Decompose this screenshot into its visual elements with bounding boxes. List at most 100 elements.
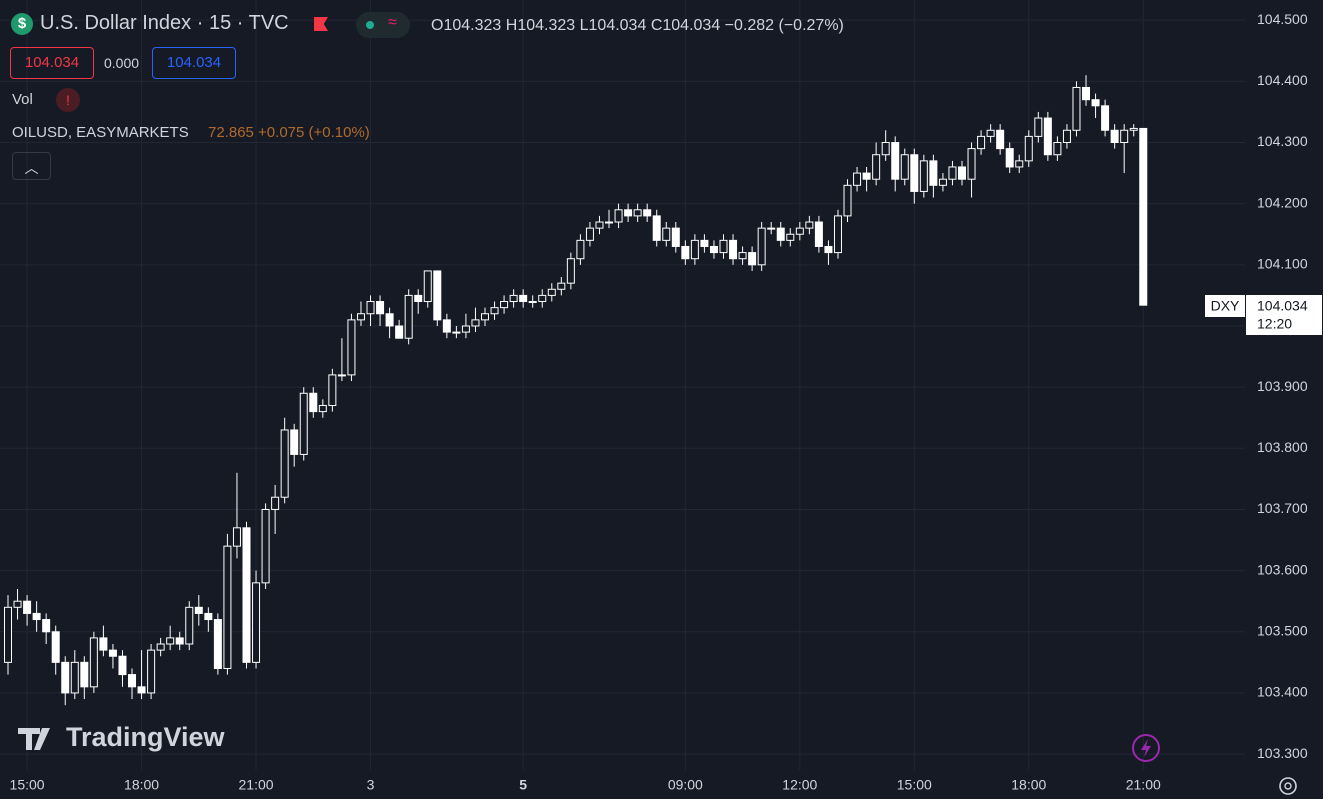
candle-body — [872, 154, 881, 180]
candle-body — [70, 661, 79, 694]
candle-body — [13, 600, 22, 608]
candle-body — [452, 331, 461, 334]
y-tick-label: 104.200 — [1257, 194, 1308, 210]
candle-body — [1139, 127, 1148, 306]
candle-body — [748, 252, 757, 266]
ohlc-legend: O104.323 H104.323 L104.034 C104.034 −0.2… — [431, 17, 844, 35]
collapse-button[interactable]: ︿ — [12, 152, 51, 180]
candle-body — [690, 239, 699, 260]
candle-body — [1062, 129, 1071, 144]
candle-body — [709, 245, 718, 254]
bid-box[interactable]: 104.034 — [10, 47, 94, 79]
candle-body — [185, 606, 194, 645]
y-tick-label: 104.500 — [1257, 11, 1308, 27]
y-tick-label: 103.700 — [1257, 500, 1308, 516]
candle-body — [805, 221, 814, 229]
o-label: O — [431, 17, 444, 34]
candle-body — [862, 172, 871, 180]
candle-body — [557, 282, 566, 290]
candles — [4, 75, 1148, 706]
candle-body — [347, 319, 356, 376]
candle-body — [1034, 117, 1043, 137]
status-pill[interactable]: ≈ — [356, 12, 410, 38]
candle-body — [605, 221, 614, 224]
y-tick-label: 103.600 — [1257, 561, 1308, 577]
candle-body — [900, 154, 909, 180]
candle-body — [767, 227, 776, 230]
symbol-title[interactable]: U.S. Dollar Index · 15 · TVC — [40, 12, 289, 34]
l-label: L — [579, 17, 589, 34]
candle-body — [519, 294, 528, 303]
candle-body — [528, 301, 537, 304]
candle-body — [461, 325, 470, 333]
candle-body — [977, 135, 986, 150]
candle-body — [919, 160, 928, 192]
y-tick-label: 103.500 — [1257, 622, 1308, 638]
candle-body — [309, 392, 318, 413]
candle-body — [128, 674, 137, 688]
y-tick-label: 103.800 — [1257, 439, 1308, 455]
x-tick-label: 5 — [519, 777, 527, 793]
candle-body — [958, 166, 966, 180]
candle-body — [1120, 129, 1129, 144]
candle-body — [795, 227, 804, 235]
candle-body — [1053, 142, 1062, 156]
candle-body — [719, 239, 728, 254]
x-tick-label: 12:00 — [782, 777, 817, 793]
candle-body — [23, 600, 32, 614]
candle-body — [986, 129, 995, 137]
candle-body — [290, 429, 299, 455]
candle-body — [423, 270, 432, 303]
candle-body — [576, 239, 585, 260]
candle-body — [547, 288, 556, 296]
candle-body — [99, 637, 108, 651]
candle-body — [175, 637, 184, 645]
status-dot — [366, 21, 374, 29]
candle-body — [156, 643, 165, 651]
candle-body — [910, 154, 919, 192]
c-label: C — [650, 17, 663, 34]
candle-body — [108, 649, 117, 657]
vol-warning[interactable]: ! — [56, 88, 80, 112]
candle-body — [490, 307, 499, 315]
candle-body — [61, 661, 70, 694]
settings-icon[interactable] — [1279, 777, 1297, 795]
candle-body — [80, 661, 89, 688]
candle-body — [395, 325, 404, 339]
status-wave: ≈ — [388, 14, 397, 31]
candle-body — [595, 221, 604, 229]
candle-body — [881, 142, 890, 156]
candle-body — [738, 252, 747, 260]
candle-body — [404, 294, 413, 339]
candle-body — [204, 612, 213, 621]
y-tick-label: 103.900 — [1257, 378, 1308, 394]
alert-icon[interactable] — [1132, 734, 1160, 762]
price-tag-bg — [1246, 295, 1322, 335]
candle-body — [891, 142, 900, 180]
candle-body — [633, 209, 642, 217]
x-tick-label: 15:00 — [897, 777, 932, 793]
candle-body — [433, 270, 442, 321]
candle-body — [271, 496, 280, 510]
candle-body — [318, 404, 327, 413]
candle-body — [1043, 117, 1052, 156]
candle-body — [385, 313, 394, 327]
candle-body — [681, 245, 690, 260]
price-tag-symbol: DXY — [1211, 298, 1240, 314]
c-value: 104.034 — [662, 17, 721, 34]
axis: 103.300 103.400 103.500 103.600 103.700 103.8… — [10, 11, 1308, 793]
candle-body — [414, 294, 423, 303]
candle-body — [166, 637, 175, 645]
candle-body — [337, 374, 346, 377]
candle-body — [776, 227, 785, 241]
x-tick-label: 21:00 — [239, 777, 274, 793]
flag-icon[interactable] — [314, 17, 328, 31]
candle-body — [4, 606, 12, 663]
y-tick-label: 103.400 — [1257, 684, 1308, 700]
ask-box[interactable]: 104.034 — [152, 47, 236, 79]
candle-body — [89, 637, 98, 688]
candle-body — [471, 319, 480, 327]
candle-body — [671, 227, 680, 247]
candle-body — [996, 129, 1005, 150]
